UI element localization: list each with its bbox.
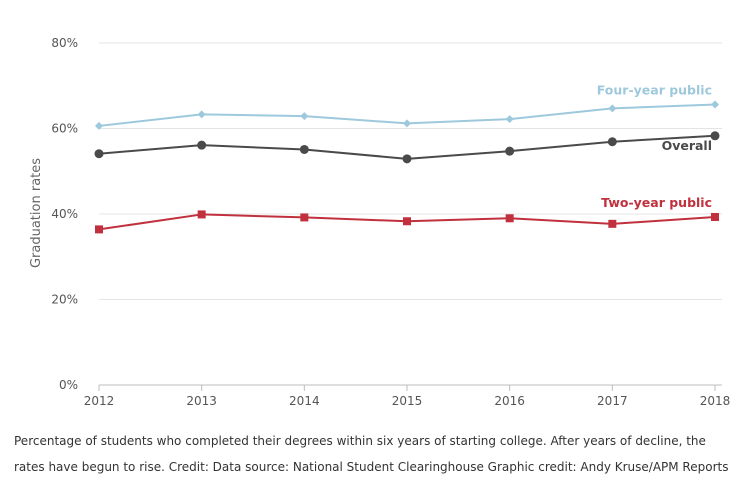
overall-point-2018 [710,131,720,141]
two-year-public-point-2015 [403,217,411,226]
series-label-two-year-public: Two-year public [601,195,712,210]
two-year-public-point-2013 [197,210,206,219]
y-axis-ticks: 0% 20% 40% 60% 80% [51,36,78,392]
series-label-overall: Overall [662,138,712,153]
two-year-public-point-2014 [300,213,309,222]
y-axis-title: Graduation rates [29,158,44,268]
four-year-public-point-2015 [403,119,411,128]
series-label-four-year-public: Four-year public [597,83,712,98]
overall-point-2012 [94,149,104,159]
line-chart: 0%20%40%60%80% 2012 2013 2014 2015 2016 2017 2… [29,36,731,408]
y-tick-label-40: 40% [51,207,78,221]
four-year-public-point-2018 [711,100,719,109]
x-tick-label-2018: 2018 [700,394,731,408]
four-year-public-point-2013 [197,110,206,119]
overall-point-2016 [505,146,515,156]
x-tick-label-2013: 2013 [186,394,217,408]
series-two-year-public: Two-year public [95,195,719,234]
y-tick-label-0: 0% [59,378,78,392]
x-tick-label-2016: 2016 [494,394,525,408]
four-year-public-point-2012 [95,121,103,130]
series: Four-year public Overall Two-year public [94,83,720,234]
gridlines [99,42,722,300]
four-year-public-point-2014 [300,112,309,121]
two-year-public-point-2012 [95,225,103,234]
four-year-public-point-2017 [608,104,617,113]
overall-point-2013 [197,140,207,150]
chart-caption: Percentage of students who completed the… [14,434,729,474]
x-tick-label-2017: 2017 [597,394,628,408]
x-tick-label-2015: 2015 [392,394,423,408]
y-tick-label-20: 20% [51,293,78,307]
x-axis: 2012 2013 2014 2015 2016 2017 2018 [84,384,731,408]
series-overall: Overall [94,131,720,164]
overall-point-2017 [607,137,617,147]
y-tick-label-60: 60% [51,122,78,136]
four-year-public-point-2016 [505,115,514,124]
series-four-year-public: Four-year public [95,83,719,130]
x-tick-label-2014: 2014 [289,394,320,408]
two-year-public-point-2016 [505,214,514,223]
y-tick-label-80: 80% [51,36,78,50]
overall-point-2014 [299,144,309,154]
overall-point-2015 [402,154,412,164]
two-year-public-point-2017 [608,219,617,228]
two-year-public-point-2018 [711,212,719,221]
x-tick-label-2012: 2012 [84,394,115,408]
